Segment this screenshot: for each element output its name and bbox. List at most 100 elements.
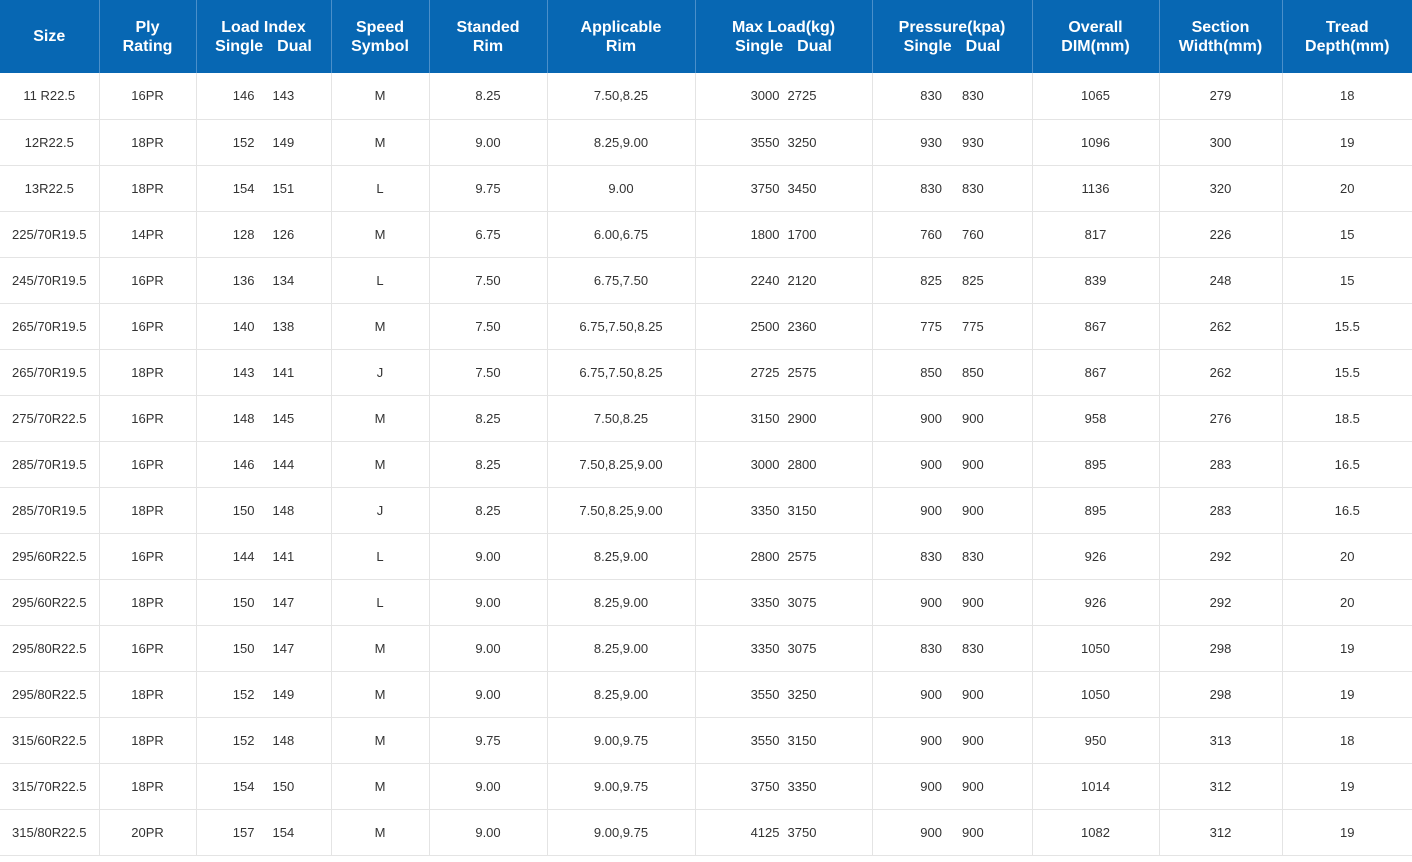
table-body: 11 R22.5 16PR 146 143 M 8.25 7.50,8.25 30… [0,73,1412,856]
cell-overall-dim: 1014 [1032,763,1160,810]
cell-applicable-rim: 9.00,9.75 [547,763,696,810]
cell-overall-dim: 1136 [1032,165,1160,212]
table-header: Size Ply Rating Load Index Single Dual Sp… [0,0,1412,73]
header-applicable-rim: Applicable Rim [547,0,696,73]
cell-size: 285/70R19.5 [0,441,100,488]
cell-max-load: 1800 1700 [695,211,873,258]
cell-tread-depth: 18 [1282,73,1412,120]
cell-load-index: 152 149 [196,119,332,166]
cell-tread-depth: 19 [1282,625,1412,672]
table-row: 285/70R19.5 18PR 150 148 J 8.25 7.50,8.25… [0,487,1412,534]
cell-load-index: 136 134 [196,257,332,304]
table-row: 315/80R22.5 20PR 157 154 M 9.00 9.00,9.75… [0,809,1412,856]
cell-overall-dim: 1096 [1032,119,1160,166]
cell-speed-symbol: L [331,533,430,580]
cell-tread-depth: 15.5 [1282,303,1412,350]
cell-standed-rim: 8.25 [429,73,548,120]
cell-applicable-rim: 7.50,8.25,9.00 [547,487,696,534]
cell-applicable-rim: 6.00,6.75 [547,211,696,258]
cell-overall-dim: 926 [1032,533,1160,580]
cell-section-width: 262 [1159,349,1283,396]
cell-tread-depth: 15 [1282,211,1412,258]
cell-applicable-rim: 8.25,9.00 [547,625,696,672]
cell-ply-rating: 18PR [99,119,197,166]
table-row: 225/70R19.5 14PR 128 126 M 6.75 6.00,6.75… [0,211,1412,258]
cell-pressure: 850 850 [872,349,1033,396]
cell-tread-depth: 15.5 [1282,349,1412,396]
cell-pressure: 930 930 [872,119,1033,166]
cell-tread-depth: 18.5 [1282,395,1412,442]
cell-size: 295/60R22.5 [0,533,100,580]
header-size: Size [0,0,100,73]
cell-size: 265/70R19.5 [0,303,100,350]
cell-standed-rim: 9.00 [429,671,548,718]
cell-ply-rating: 18PR [99,717,197,764]
cell-speed-symbol: M [331,395,430,442]
cell-applicable-rim: 8.25,9.00 [547,579,696,626]
table-row: 295/60R22.5 18PR 150 147 L 9.00 8.25,9.00… [0,579,1412,626]
cell-pressure: 775 775 [872,303,1033,350]
cell-tread-depth: 19 [1282,119,1412,166]
cell-section-width: 279 [1159,73,1283,120]
cell-ply-rating: 18PR [99,487,197,534]
cell-applicable-rim: 7.50,8.25 [547,395,696,442]
cell-section-width: 312 [1159,763,1283,810]
cell-standed-rim: 9.00 [429,625,548,672]
cell-tread-depth: 19 [1282,809,1412,856]
cell-tread-depth: 20 [1282,165,1412,212]
cell-pressure: 900 900 [872,671,1033,718]
cell-pressure: 830 830 [872,533,1033,580]
cell-size: 225/70R19.5 [0,211,100,258]
cell-overall-dim: 839 [1032,257,1160,304]
cell-pressure: 900 900 [872,809,1033,856]
cell-applicable-rim: 8.25,9.00 [547,533,696,580]
cell-max-load: 3750 3350 [695,763,873,810]
cell-section-width: 312 [1159,809,1283,856]
cell-speed-symbol: M [331,625,430,672]
table-row: 13R22.5 18PR 154 151 L 9.75 9.00 3750 3450… [0,165,1412,212]
cell-overall-dim: 817 [1032,211,1160,258]
cell-tread-depth: 15 [1282,257,1412,304]
cell-load-index: 146 144 [196,441,332,488]
cell-speed-symbol: J [331,487,430,534]
cell-size: 315/80R22.5 [0,809,100,856]
table-row: 315/60R22.5 18PR 152 148 M 9.75 9.00,9.75… [0,717,1412,764]
cell-size: 12R22.5 [0,119,100,166]
cell-max-load: 3350 3150 [695,487,873,534]
cell-max-load: 3000 2725 [695,73,873,120]
cell-ply-rating: 18PR [99,349,197,396]
table-row: 295/80R22.5 18PR 152 149 M 9.00 8.25,9.00… [0,671,1412,718]
cell-pressure: 900 900 [872,717,1033,764]
cell-tread-depth: 19 [1282,671,1412,718]
cell-size: 265/70R19.5 [0,349,100,396]
cell-load-index: 152 148 [196,717,332,764]
cell-overall-dim: 895 [1032,441,1160,488]
cell-overall-dim: 926 [1032,579,1160,626]
cell-load-index: 150 148 [196,487,332,534]
header-row: Size Ply Rating Load Index Single Dual Sp… [0,0,1412,73]
cell-tread-depth: 18 [1282,717,1412,764]
cell-tread-depth: 20 [1282,579,1412,626]
table-row: 275/70R22.5 16PR 148 145 M 8.25 7.50,8.25… [0,395,1412,442]
cell-speed-symbol: M [331,303,430,350]
cell-pressure: 830 830 [872,165,1033,212]
cell-standed-rim: 9.00 [429,533,548,580]
cell-size: 315/60R22.5 [0,717,100,764]
cell-max-load: 2240 2120 [695,257,873,304]
cell-applicable-rim: 6.75,7.50,8.25 [547,349,696,396]
table-row: 12R22.5 18PR 152 149 M 9.00 8.25,9.00 355… [0,119,1412,166]
table-row: 295/60R22.5 16PR 144 141 L 9.00 8.25,9.00… [0,533,1412,580]
cell-ply-rating: 14PR [99,211,197,258]
cell-section-width: 313 [1159,717,1283,764]
cell-speed-symbol: M [331,441,430,488]
cell-ply-rating: 16PR [99,257,197,304]
cell-tread-depth: 16.5 [1282,441,1412,488]
cell-size: 245/70R19.5 [0,257,100,304]
cell-load-index: 152 149 [196,671,332,718]
table-row: 295/80R22.5 16PR 150 147 M 9.00 8.25,9.00… [0,625,1412,672]
header-pressure: Pressure(kpa) Single Dual [872,0,1033,73]
cell-tread-depth: 20 [1282,533,1412,580]
cell-speed-symbol: M [331,717,430,764]
cell-load-index: 154 151 [196,165,332,212]
